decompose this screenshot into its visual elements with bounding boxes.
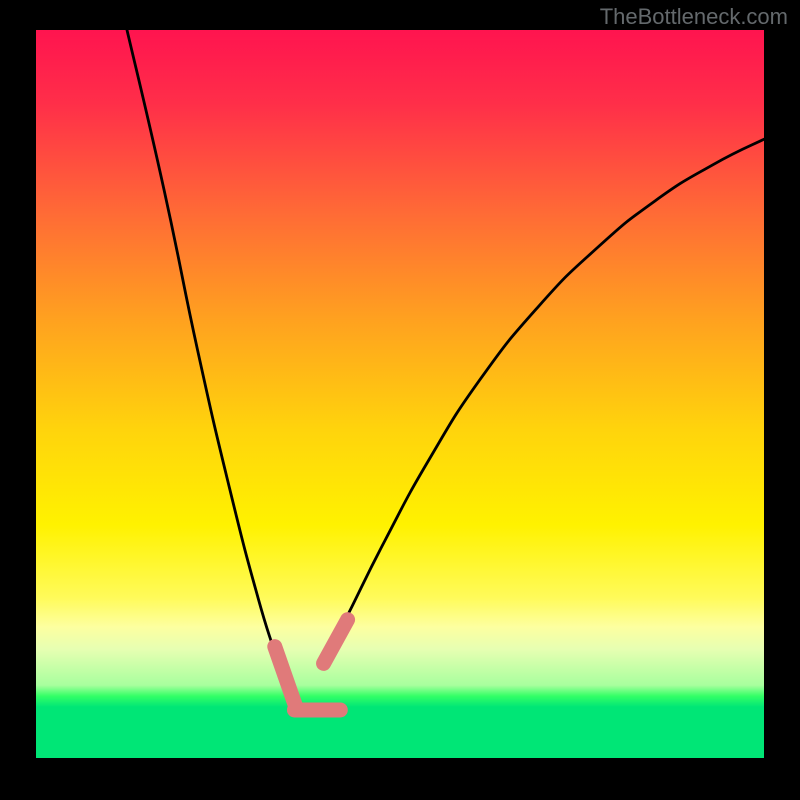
plot-area [36,30,764,758]
marker-segment [324,620,348,664]
watermark-text: TheBottleneck.com [600,4,788,30]
chart-container: TheBottleneck.com [0,0,800,800]
curve-left-branch [127,30,276,656]
marker-segment [275,647,296,707]
curve-layer [36,30,764,758]
curve-right-branch [327,139,764,656]
